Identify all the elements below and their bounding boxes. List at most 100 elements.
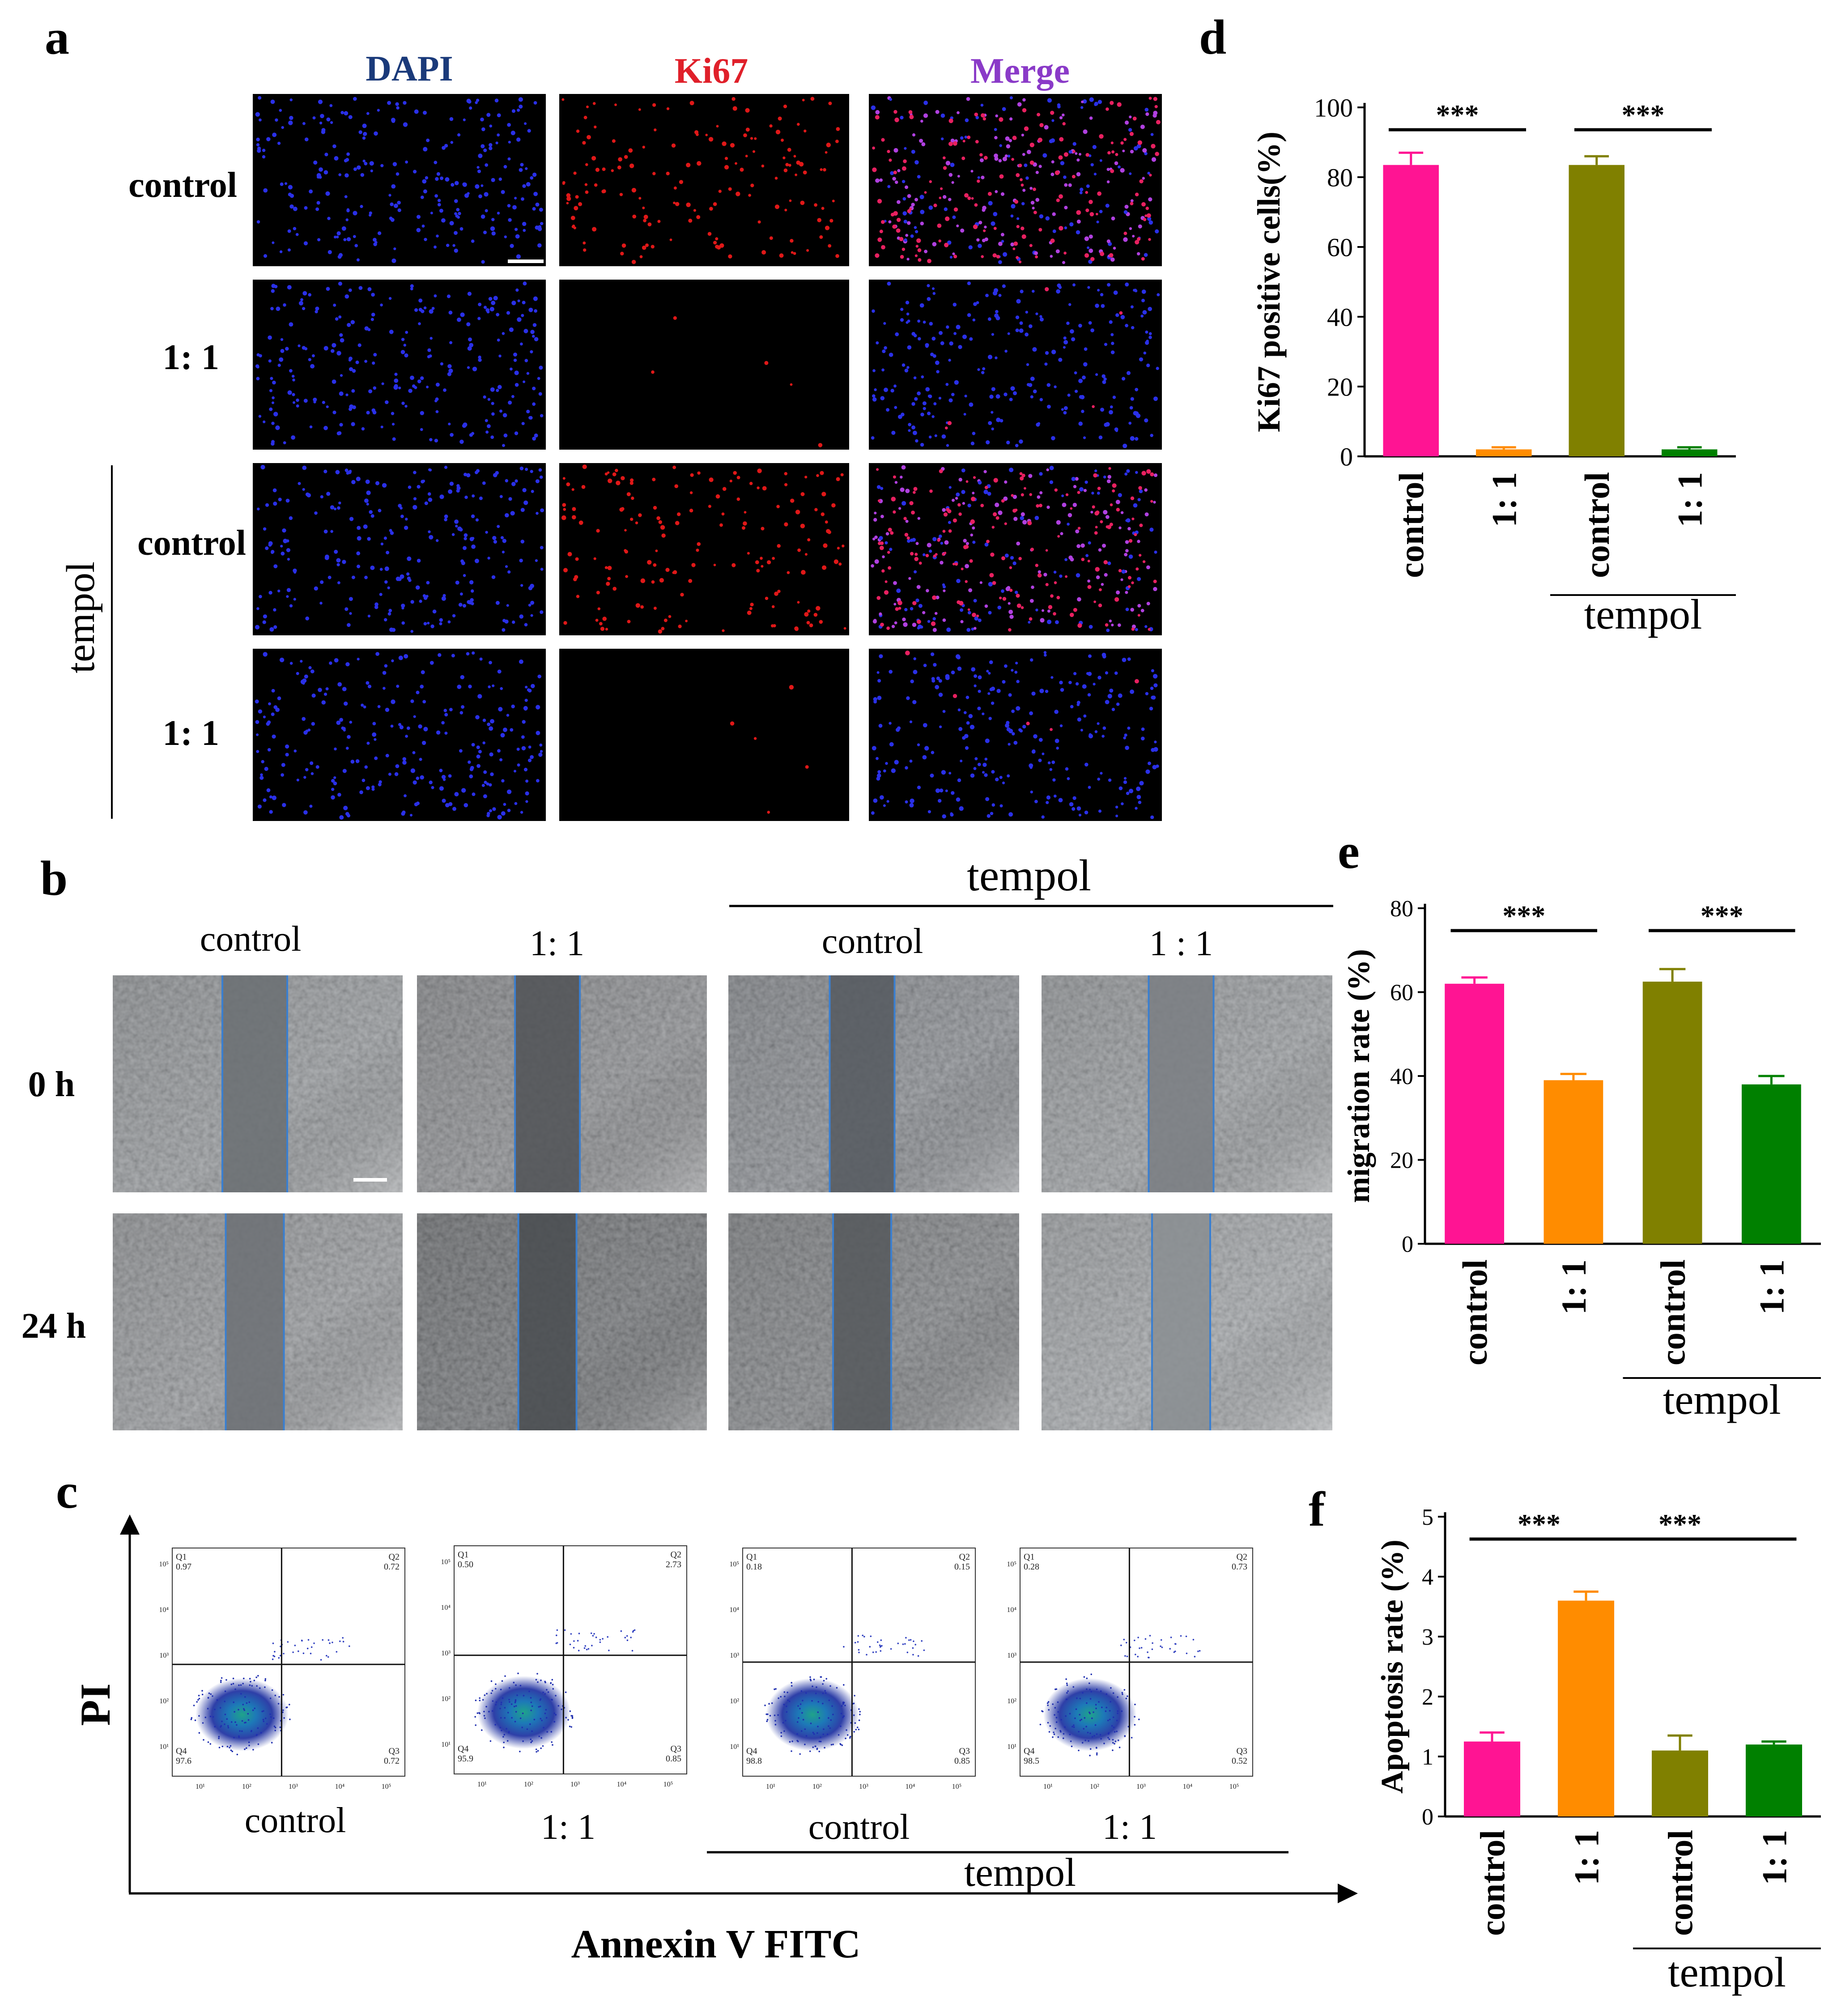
category-label: control bbox=[1473, 1830, 1512, 1936]
row-label-0h: 0 h bbox=[28, 1065, 75, 1104]
axis-tick-label: 10³ bbox=[289, 1783, 298, 1791]
category-label: 1: 1 bbox=[1485, 472, 1524, 527]
cell-dots bbox=[255, 96, 544, 264]
quadrant-value: 2.73 bbox=[666, 1560, 681, 1569]
flow-plots: Q10.97Q20.72Q30.72Q497.610¹10¹10²10²10³1… bbox=[159, 1545, 1253, 1791]
micrograph bbox=[869, 94, 1162, 266]
category-label: control bbox=[1455, 1259, 1494, 1365]
panel-b: tempol control 1: 1 control 1 : 1 0 h 24… bbox=[21, 851, 1333, 1430]
y-tick-label: 20 bbox=[1327, 372, 1353, 401]
axis-tick-label: 10¹ bbox=[159, 1743, 169, 1751]
sample-label-control: control bbox=[808, 1808, 910, 1847]
panel-c: PI Annexin V FITC Q10.97Q20.72Q30.72Q497… bbox=[72, 1514, 1358, 1966]
category-label: 1: 1 bbox=[1752, 1259, 1791, 1314]
bar-chart-f: 0 1 2 3 4 5 Apoptosis rate (%) control 1: 1 contr… bbox=[1375, 1505, 1821, 1996]
axis-tick-label: 10⁴ bbox=[1007, 1606, 1016, 1614]
quadrant-name: Q1 bbox=[458, 1550, 468, 1560]
scratch-gap bbox=[225, 1213, 284, 1430]
quadrant-name: Q2 bbox=[671, 1550, 681, 1560]
axis-tick-label: 10⁴ bbox=[441, 1604, 451, 1612]
bar bbox=[1652, 1750, 1708, 1816]
panel-letter-e: e bbox=[1338, 824, 1360, 879]
column-label-ratio: 1 : 1 bbox=[1149, 924, 1213, 963]
channel-label-ki67: Ki67 bbox=[675, 51, 748, 91]
scratch-gap bbox=[829, 975, 895, 1192]
scale-bar bbox=[353, 1178, 387, 1182]
panel-a: DAPI Ki67 Merge control 1: 1 control 1: … bbox=[59, 49, 1162, 821]
plot-frame bbox=[454, 1545, 687, 1774]
cell-dots bbox=[871, 281, 1160, 448]
micrograph bbox=[559, 94, 849, 266]
quadrant-value: 0.52 bbox=[1232, 1756, 1247, 1766]
axis-tick-label: 10⁴ bbox=[1183, 1783, 1193, 1791]
bar bbox=[1662, 449, 1718, 456]
micrograph-background bbox=[559, 649, 849, 821]
event-dots bbox=[190, 1637, 350, 1756]
axis-tick-label: 10² bbox=[812, 1783, 822, 1791]
panel-letter-f: f bbox=[1309, 1482, 1326, 1536]
category-label: 1: 1 bbox=[1554, 1259, 1593, 1314]
axis-tick-label: 10⁴ bbox=[617, 1781, 627, 1788]
axis-tick-label: 10³ bbox=[570, 1781, 580, 1788]
y-tick-label: 60 bbox=[1327, 233, 1353, 262]
category-label: 1: 1 bbox=[1671, 472, 1709, 527]
y-tick-label: 2 bbox=[1422, 1684, 1433, 1710]
cell-population bbox=[1043, 1678, 1136, 1751]
quadrant-name: Q3 bbox=[389, 1746, 400, 1756]
bar-chart-d: 0 20 40 60 80 100 Ki67 positive cells(%) contro… bbox=[1251, 93, 1736, 638]
quadrant-value: 0.85 bbox=[954, 1756, 970, 1766]
quadrant-value: 0.85 bbox=[666, 1754, 681, 1764]
axis-tick-label: 10³ bbox=[859, 1783, 868, 1791]
bar bbox=[1464, 1741, 1520, 1816]
quadrant-name: Q1 bbox=[1024, 1552, 1034, 1562]
bar bbox=[1642, 982, 1702, 1244]
axis-tick-label: 10² bbox=[1007, 1697, 1016, 1705]
cell-dots bbox=[255, 465, 544, 633]
cell-dots bbox=[871, 651, 1159, 819]
y-tick-label: 60 bbox=[1390, 980, 1413, 1006]
quadrant-value: 0.18 bbox=[746, 1562, 762, 1572]
cell-dots bbox=[871, 96, 1161, 264]
axis-tick-label: 10¹ bbox=[196, 1783, 205, 1791]
wound-image bbox=[417, 1213, 707, 1430]
y-tick-label: 0 bbox=[1340, 442, 1353, 471]
bar bbox=[1742, 1084, 1801, 1244]
scratch-gap bbox=[222, 975, 288, 1192]
event-dots bbox=[1039, 1635, 1201, 1757]
cell-dots bbox=[651, 316, 823, 447]
y-axis-label: Ki67 positive cells(%) bbox=[1251, 132, 1287, 432]
micrograph-background bbox=[253, 649, 546, 821]
axis-tick-label: 10¹ bbox=[766, 1783, 775, 1791]
y-tick-label: 80 bbox=[1390, 896, 1413, 922]
x-arrow-head bbox=[1338, 1884, 1358, 1903]
axis-tick-label: 10⁵ bbox=[1229, 1783, 1239, 1791]
micrograph-background bbox=[253, 463, 546, 635]
channel-label-dapi: DAPI bbox=[366, 49, 453, 89]
wound-image bbox=[1042, 975, 1332, 1192]
micrograph-background bbox=[559, 280, 849, 450]
row-label-24h: 24 h bbox=[21, 1306, 86, 1346]
y-tick-label: 40 bbox=[1327, 302, 1353, 332]
event-dots bbox=[474, 1629, 636, 1753]
column-label-ratio: 1: 1 bbox=[530, 924, 584, 963]
wound-image-grid bbox=[113, 975, 1332, 1430]
bar bbox=[1445, 983, 1504, 1244]
axis-tick-label: 10⁵ bbox=[441, 1558, 451, 1566]
cell-population bbox=[196, 1678, 289, 1751]
axis-tick-label: 10¹ bbox=[1043, 1783, 1053, 1791]
y-tick-label: 3 bbox=[1422, 1625, 1433, 1650]
scratch-gap bbox=[833, 1213, 891, 1430]
axis-tick-label: 10² bbox=[730, 1697, 739, 1705]
significance-stars: *** bbox=[1436, 99, 1479, 131]
axis-label-annexin: Annexin V FITC bbox=[571, 1922, 861, 1966]
quadrant-name: Q4 bbox=[176, 1746, 187, 1756]
cell-dots bbox=[561, 97, 840, 264]
quadrant-value: 97.6 bbox=[176, 1756, 191, 1766]
axis-tick-label: 10⁴ bbox=[906, 1783, 915, 1791]
quadrant-value: 98.8 bbox=[746, 1756, 762, 1766]
micrograph-background bbox=[559, 463, 849, 635]
quadrant-value: 98.5 bbox=[1024, 1756, 1039, 1766]
quadrant-name: Q2 bbox=[389, 1552, 400, 1562]
